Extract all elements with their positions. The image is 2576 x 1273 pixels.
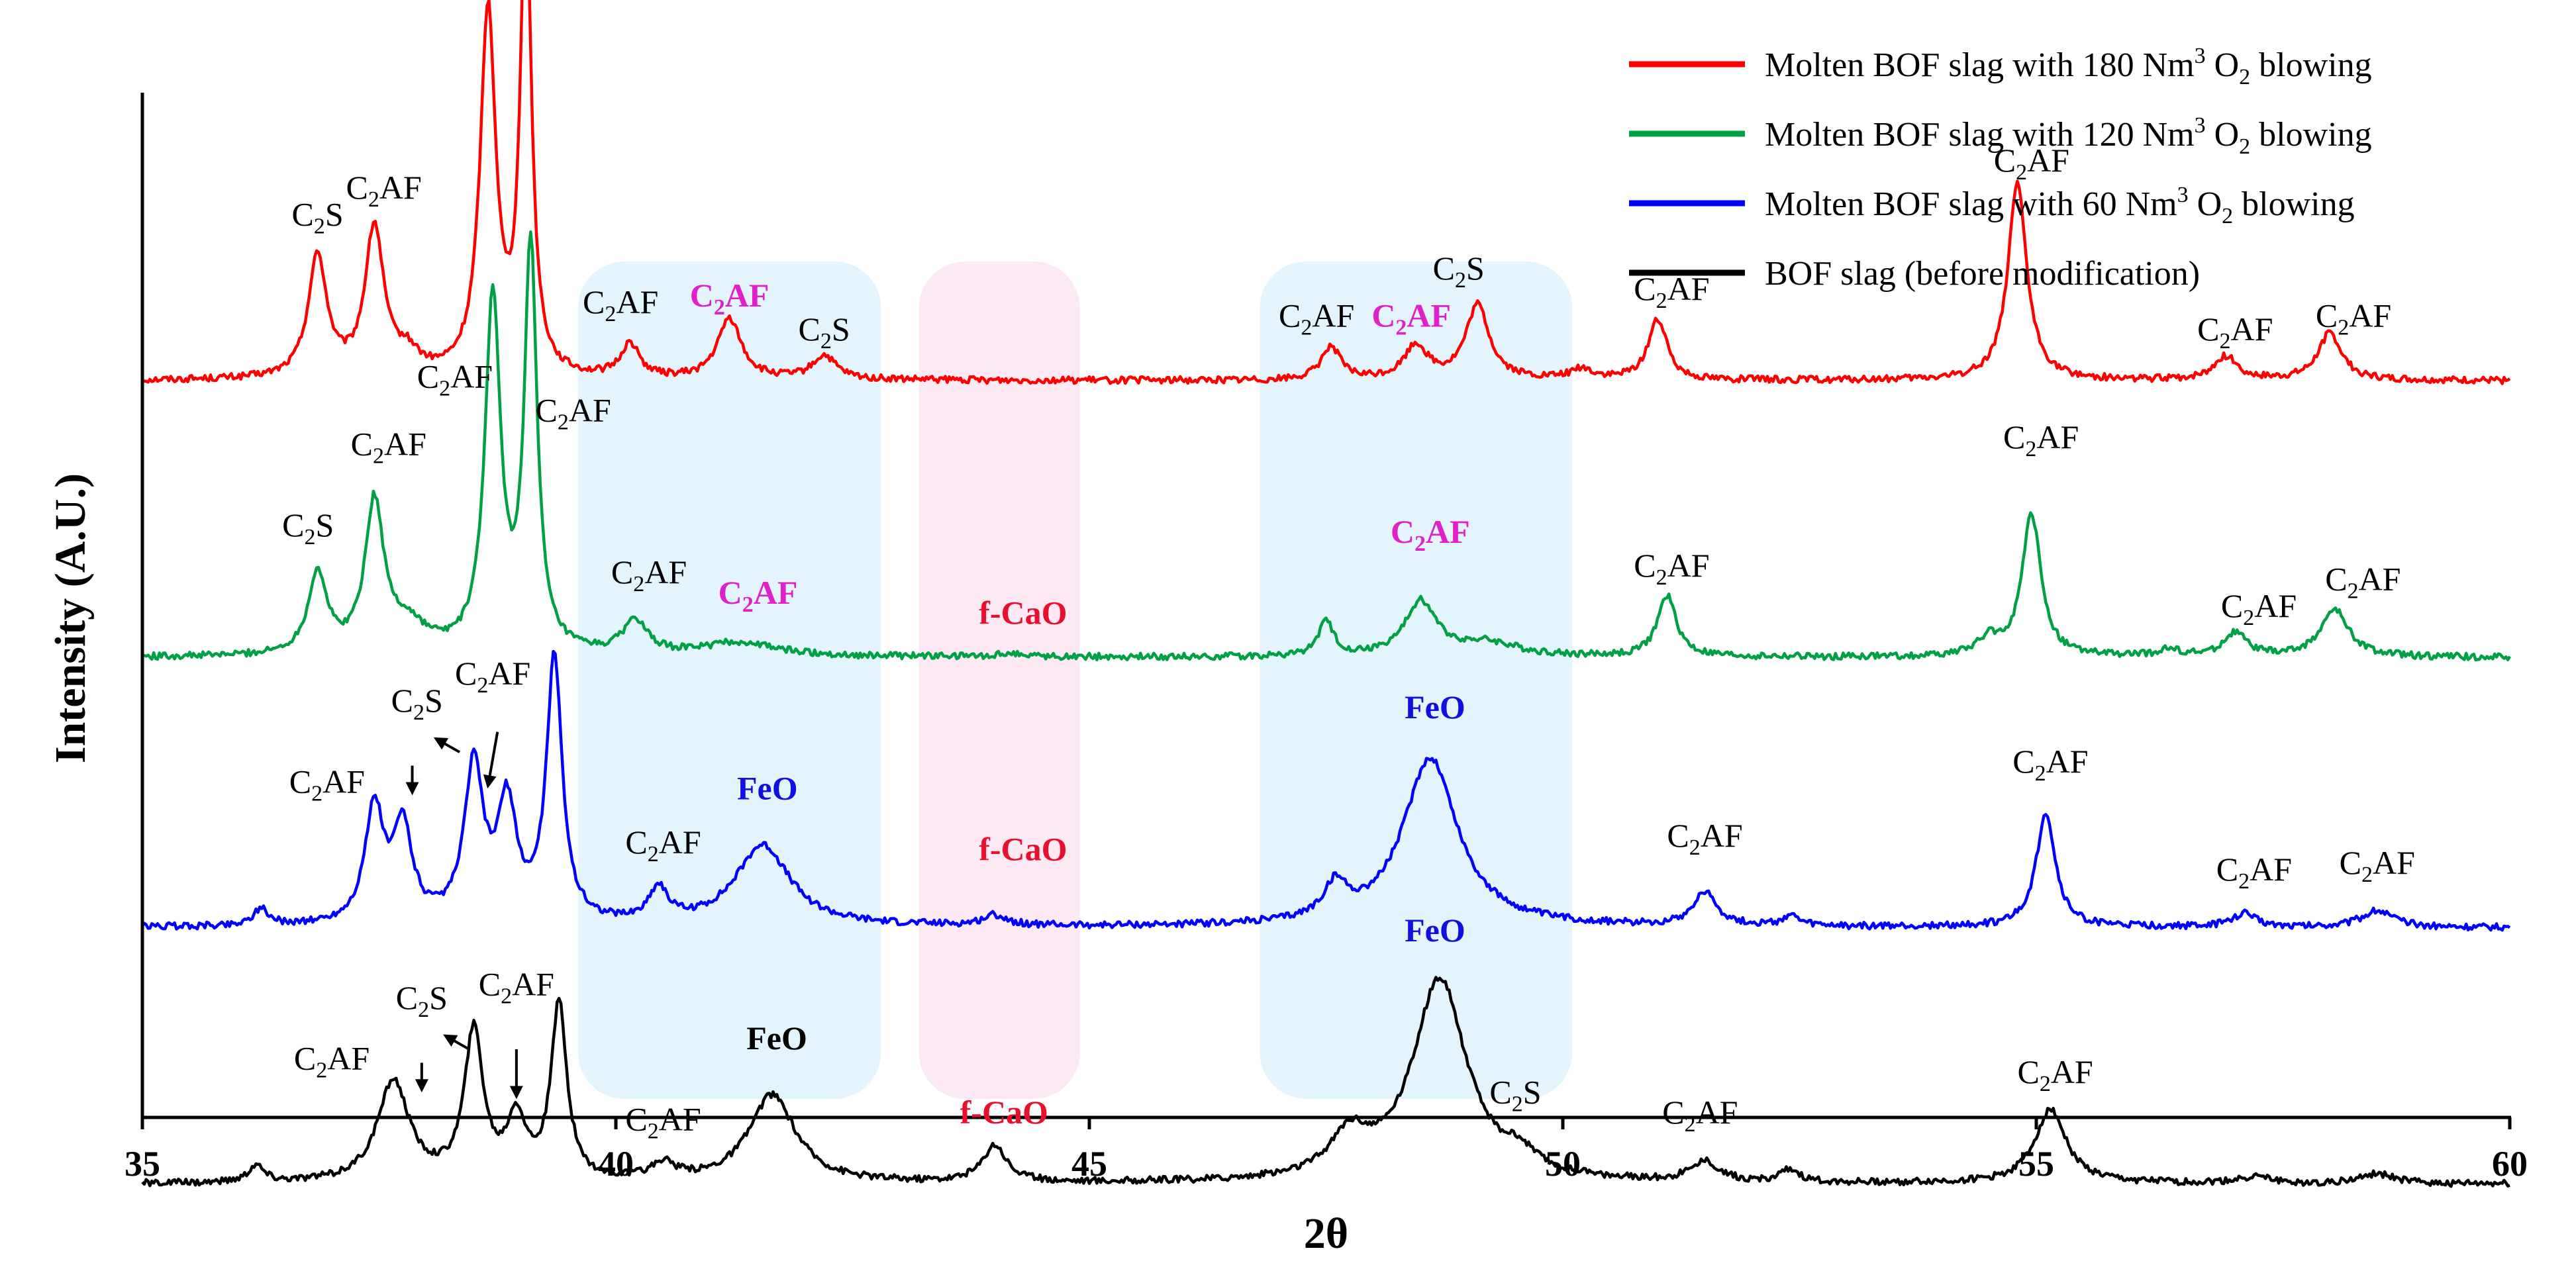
feo-region [1260, 261, 1573, 1099]
ann-0-c2af-37.3: C2AF [294, 1040, 370, 1083]
y-axis-title: Intensity (A.U.) [46, 473, 95, 763]
ann-60-c2s-37.6: C2S [391, 682, 443, 725]
ann-0-c2s-37.7: C2S [396, 979, 448, 1022]
x-tick-label-35: 35 [124, 1144, 160, 1184]
arrow-0-c2s-b [443, 1034, 470, 1051]
ann-180-c2af-58.2: C2AF [2316, 297, 2391, 340]
x-tick-label-60: 60 [2492, 1144, 2528, 1184]
ann-60-c2af-40.5: C2AF [625, 824, 701, 867]
ann-120-c2af-41.3: C2AF [718, 574, 798, 617]
ann-180-c2af-47.4: C2AF [1279, 297, 1354, 340]
ann-180-c2af-48.4: C2AF [1371, 297, 1451, 340]
ann-60-c2af-58.6: C2AF [2340, 844, 2415, 887]
peak-annotations: C2SC2AFC2AFC2AFC2AFC2AFC2SC2AFC2AFC2SC2A… [282, 142, 2415, 1143]
x-axis-title: 2θ [1304, 1209, 1348, 1258]
ann-120-c2af-37.5: C2AF [351, 425, 426, 468]
ann-0-c2af-40.5: C2AF [625, 1100, 701, 1143]
ann-120-fcao-44.2: f-CaO [979, 594, 1067, 631]
ann-180-c2s-36.8: C2S [291, 196, 343, 239]
ann-0-c2af-38.9: C2AF [479, 965, 554, 1008]
ann-60-c2af-38.8: C2AF [455, 655, 530, 698]
ann-120-c2s-36.8: C2S [282, 506, 334, 549]
legend-label-1: Molten BOF slag with 120 Nm3 O2 blowing [1765, 113, 2372, 159]
x-tick-label-55: 55 [2018, 1144, 2054, 1184]
legend-label-3: BOF slag (before modification) [1765, 255, 2200, 293]
legend: Molten BOF slag with 180 Nm3 O2 blowing M… [1629, 44, 2372, 293]
ann-180-c2af-54.9: C2AF [1994, 142, 2069, 185]
ann-120-c2af-58.2: C2AF [2325, 560, 2401, 603]
series-lines [141, 0, 2511, 1188]
ann-120-c2af-51.1: C2AF [1634, 547, 1709, 590]
axes [140, 93, 2511, 1119]
ann-180-c2af-37.5: C2AF [346, 169, 422, 212]
arrow-60-c2af [483, 731, 499, 789]
ann-60-c2af-55.1: C2AF [2012, 743, 2088, 786]
x-tick-label-40: 40 [598, 1144, 634, 1184]
x-tick-label-50: 50 [1545, 1144, 1581, 1184]
ann-60-feo-48.6: FeO [1405, 688, 1465, 726]
ann-0-c2af-55.2: C2AF [2017, 1053, 2093, 1096]
x-ticks: 35 40 45 50 55 60 [124, 1117, 2528, 1184]
ann-120-c2af-48.5: C2AF [1391, 513, 1470, 556]
ann-60-c2af-37.3: C2AF [289, 763, 365, 806]
ann-120-c2af-55.0: C2AF [2003, 418, 2079, 461]
c2af-feo-region [577, 261, 881, 1099]
highlight-regions [577, 261, 1573, 1099]
ann-180-c2s-49.0: C2S [1433, 250, 1485, 293]
ann-120-c2af-39.3: C2AF [536, 391, 611, 434]
legend-label-2: Molten BOF slag with 60 Nm3 O2 blowing [1765, 183, 2355, 228]
x-tick-label-45: 45 [1071, 1144, 1107, 1184]
series-line-3 [141, 976, 2510, 1188]
series-line-2 [141, 649, 2511, 932]
legend-label-0: Molten BOF slag with 180 Nm3 O2 blowing [1765, 44, 2372, 89]
ann-60-c2af-51.5: C2AF [1667, 817, 1742, 860]
f-cao-region [918, 261, 1080, 1099]
ann-120-c2af-38.5: C2AF [417, 357, 493, 401]
ann-0-c2af-51.5: C2AF [1662, 1094, 1738, 1137]
ann-0-fcao-44.0: f-CaO [960, 1094, 1048, 1131]
ann-60-feo-41.6: FeO [737, 770, 798, 807]
arrow-60-c2s-b [433, 737, 461, 753]
series-line-1 [142, 230, 2511, 662]
ann-180-c2s-42.2: C2S [799, 310, 850, 354]
ann-180-c2af-41.2: C2AF [690, 277, 769, 320]
series-line-0 [141, 0, 2511, 385]
ann-0-feo-48.7: FeO [1405, 912, 1465, 949]
ann-180-c2af-40.1: C2AF [583, 283, 658, 326]
peak-arrows [405, 731, 523, 1100]
ann-0-c2s-49.6: C2S [1489, 1074, 1541, 1117]
ann-180-c2af-51.0: C2AF [1634, 270, 1709, 313]
ann-120-c2af-40.3: C2AF [611, 553, 687, 596]
ann-60-fcao-44.0: f-CaO [979, 830, 1067, 867]
ann-60-c2af-57.3: C2AF [2216, 851, 2292, 894]
ann-120-c2af-57.2: C2AF [2221, 587, 2297, 630]
ann-0-feo-41.7: FeO [746, 1019, 807, 1057]
ann-180-c2af-57.0: C2AF [2197, 310, 2273, 354]
